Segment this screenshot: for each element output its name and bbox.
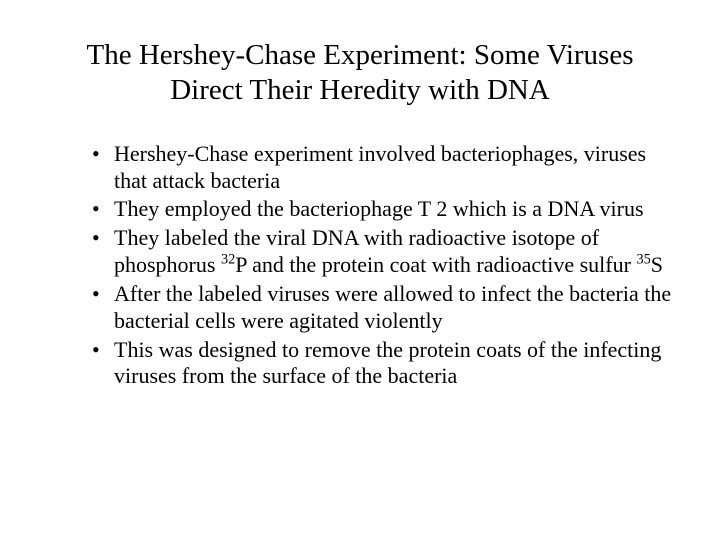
list-item: They labeled the viral DNA with radioact…: [92, 225, 672, 279]
list-item: After the labeled viruses were allowed t…: [92, 281, 672, 335]
bullet-text: P and the protein coat with radioactive …: [235, 252, 636, 277]
list-item: They employed the bacteriophage T 2 whic…: [92, 196, 672, 223]
bullet-text: They employed the bacteriophage T 2 whic…: [114, 196, 644, 221]
list-item: Hershey-Chase experiment involved bacter…: [92, 141, 672, 195]
bullet-text: S: [651, 252, 663, 277]
bullet-text: This was designed to remove the protein …: [114, 337, 661, 389]
bullet-text: Hershey-Chase experiment involved bacter…: [114, 141, 646, 193]
superscript: 32: [221, 252, 235, 268]
bullet-text: After the labeled viruses were allowed t…: [114, 281, 671, 333]
list-item: This was designed to remove the protein …: [92, 337, 672, 391]
superscript: 35: [636, 252, 650, 268]
bullet-list: Hershey-Chase experiment involved bacter…: [48, 141, 672, 390]
slide-title: The Hershey-Chase Experiment: Some Virus…: [48, 38, 672, 109]
